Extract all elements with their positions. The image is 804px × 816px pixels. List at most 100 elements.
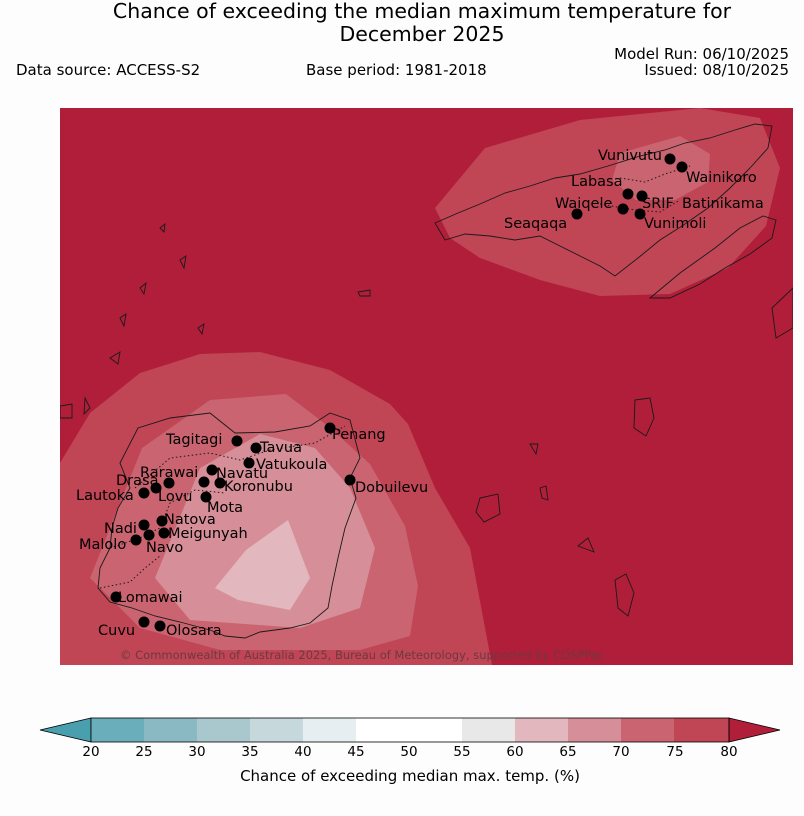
place-label-cuvu: Cuvu (98, 623, 135, 639)
place-marker-seaqaqa (571, 208, 583, 220)
island-coastline-6 (539, 485, 549, 501)
colorbar-tick: 35 (241, 744, 259, 760)
colorbar-tick: 30 (188, 744, 206, 760)
place-label-navatu: Navatu (216, 466, 268, 482)
place-label-drasa: Drasa (116, 473, 158, 489)
base-period-label: Base period: 1981-2018 (306, 61, 487, 79)
issued-label: Issued: 08/10/2025 (644, 61, 789, 79)
place-marker-vunimoli (634, 208, 646, 220)
place-marker-navo (143, 529, 155, 541)
island-coastline-2 (614, 573, 635, 617)
colorbar-extend-low (39, 717, 92, 743)
place-label-lomawai: Lomawai (118, 590, 182, 606)
coastlines (60, 123, 793, 639)
colorbar-tick: 60 (506, 744, 524, 760)
island-coastline-1 (633, 397, 655, 437)
place-label-lovu: Lovu (158, 489, 192, 505)
colorbar-tick: 75 (666, 744, 684, 760)
place-label-batinikama: Batinikama (682, 196, 764, 212)
place-label-koronubu: Koronubu (224, 479, 293, 495)
island-coastline-8 (109, 351, 121, 365)
island-coastline-5 (529, 443, 539, 456)
place-label-vunimoli: Vunimoli (644, 216, 706, 232)
vanua-levu-coastline (434, 123, 773, 277)
place-marker-vunivutu (664, 153, 676, 165)
map-canvas: Vunivutu Wainikoro Labasa SRIF Batinikam… (60, 108, 793, 665)
contour-70-75-northeast (612, 136, 710, 200)
place-marker-koronubu (214, 477, 226, 489)
place-label-wainikoro: Wainikoro (686, 170, 757, 186)
place-marker-navatu (198, 476, 210, 488)
colorbar-bin-30-35 (197, 718, 250, 742)
place-label-tavua: Tavua (259, 440, 302, 456)
place-marker-drasa (163, 477, 175, 489)
island-coastline-11 (577, 537, 595, 553)
place-marker-labasa (622, 188, 634, 200)
colorbar-bin-75-80 (674, 718, 729, 742)
place-marker-lautoka-2 (138, 487, 150, 499)
place-marker-srif (636, 190, 648, 202)
colorbar-bin-35-40 (250, 718, 303, 742)
colorbar-title: Chance of exceeding median max. temp. (%… (240, 767, 580, 785)
chart-title-line-1: Chance of exceeding the median maximum t… (112, 0, 732, 23)
place-label-waiqele: Waiqele (555, 196, 612, 212)
district-boundary-5 (599, 199, 681, 213)
place-marker-penang (324, 422, 336, 434)
place-label-rarawai: Rarawai (140, 465, 198, 481)
colorbar-tick: 45 (347, 744, 365, 760)
chart-title-line-2: December 2025 (339, 22, 505, 46)
place-marker-rarawai (206, 464, 218, 476)
colorbar-bin-60-65 (515, 718, 568, 742)
colorbar-bin-20-25 (91, 718, 144, 742)
colorbar-tick: 25 (135, 744, 153, 760)
contour-65-70-southwest (155, 434, 375, 628)
place-marker-dobuilevu (344, 474, 356, 486)
colorbar-extend-high (728, 717, 781, 743)
place-marker-tagitagi (231, 435, 243, 447)
island-coastline-9 (83, 396, 91, 416)
place-marker-wainikoro (676, 161, 688, 173)
district-boundary-4 (619, 165, 691, 183)
colorbar-tick: 40 (294, 744, 312, 760)
place-marker-olosara (154, 620, 166, 632)
colorbar-bin-50-55 (409, 718, 462, 742)
island-coastline-7 (357, 289, 371, 297)
place-label-natova: Natova (164, 512, 216, 528)
copyright-notice: © Commonwealth of Australia 2025, Bureau… (120, 648, 605, 662)
data-source-label: Data source: ACCESS-S2 (16, 61, 201, 79)
island-coastline-14 (119, 313, 127, 328)
place-marker-tavua (250, 442, 262, 454)
place-label-mota: Mota (207, 500, 243, 516)
colorbar-bin-65-70 (568, 718, 621, 742)
island-coastline-3 (475, 493, 501, 523)
taveuni-coastline (648, 215, 777, 299)
colorbar-tick: 70 (612, 744, 630, 760)
place-markers: Vunivutu Wainikoro Labasa SRIF Batinikam… (76, 148, 764, 639)
colorbar-bin-70-75 (621, 718, 674, 742)
place-marker-malolo (130, 534, 142, 546)
island-coastline-13 (139, 281, 147, 296)
place-label-olosara: Olosara (166, 623, 222, 639)
island-coastline-12 (159, 222, 166, 233)
island-coastline-10 (60, 403, 73, 419)
place-marker-meigunyah (158, 527, 170, 539)
place-marker-natova (156, 515, 168, 527)
place-label-nadi: Nadi (104, 521, 137, 537)
place-label-malolo: Malolo (79, 537, 126, 553)
place-marker-mota (200, 491, 212, 503)
forecast-map: Vunivutu Wainikoro Labasa SRIF Batinikam… (60, 108, 793, 665)
contour-60-65-southwest (215, 520, 310, 610)
place-label-tagitagi: Tagitagi (165, 432, 222, 448)
colorbar-tick: 20 (82, 744, 100, 760)
colorbar (39, 717, 781, 743)
place-label-navo: Navo (146, 540, 183, 556)
district-boundaries (99, 165, 691, 589)
colorbar-tick: 50 (400, 744, 418, 760)
place-marker-cuvu (138, 616, 150, 628)
place-label-vatukoula: Vatukoula (256, 457, 327, 473)
colorbar-bin-40-45 (303, 718, 356, 742)
district-boundary-1 (134, 425, 346, 489)
place-marker-nadi (138, 519, 150, 531)
colorbar-frame (90, 717, 730, 743)
island-coastline-16 (197, 323, 205, 336)
